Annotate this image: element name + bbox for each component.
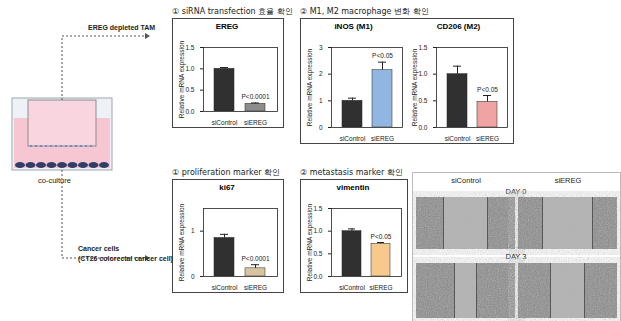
html-text:co-culture: co-culture — [38, 176, 71, 185]
svg-text:siEREG: siEREG — [369, 284, 392, 290]
svg-text:siEREG: siEREG — [244, 119, 267, 125]
svg-text:siEREG: siEREG — [476, 135, 499, 141]
svg-text:P<0.05: P<0.05 — [371, 233, 392, 240]
svg-text:DAY 3: DAY 3 — [506, 252, 527, 261]
svg-text:siControl: siControl — [445, 135, 471, 141]
svg-text:siEREG: siEREG — [555, 176, 582, 185]
svg-text:1.5: 1.5 — [418, 44, 427, 51]
svg-text:0.5: 0.5 — [418, 97, 427, 104]
html-text:ki67: ki67 — [219, 183, 235, 192]
svg-text:0.0: 0.0 — [185, 108, 194, 115]
svg-text:Relative mRNA expression: Relative mRNA expression — [306, 203, 314, 281]
html-text:Cancer cells: Cancer cells — [78, 245, 120, 252]
svg-text:1.0: 1.0 — [313, 227, 322, 234]
svg-text:Relative mRNA expression: Relative mRNA expression — [178, 203, 186, 281]
svg-text:P<0.05: P<0.05 — [372, 52, 393, 59]
svg-text:3: 3 — [319, 44, 323, 51]
html-text:① siRNA transfection 효율 확인: ① siRNA transfection 효율 확인 — [172, 7, 293, 16]
svg-text:2: 2 — [319, 70, 323, 77]
svg-text:0.5: 0.5 — [185, 86, 194, 93]
svg-text:Relative mRNA expression: Relative mRNA expression — [178, 40, 186, 118]
svg-text:1.5: 1.5 — [185, 44, 194, 51]
html-text:EREG depleted TAM: EREG depleted TAM — [88, 24, 156, 31]
html-text:EREG: EREG — [215, 22, 239, 31]
svg-text:DAY 0: DAY 0 — [506, 187, 527, 196]
svg-text:siControl: siControl — [212, 119, 238, 125]
svg-text:0.5: 0.5 — [313, 250, 322, 257]
svg-text:siEREG: siEREG — [371, 135, 394, 141]
svg-text:0: 0 — [319, 124, 323, 131]
html-text:vimentin: vimentin — [336, 183, 370, 192]
svg-text:1.0: 1.0 — [418, 70, 427, 77]
svg-text:P<0.0001: P<0.0001 — [241, 255, 269, 262]
svg-text:0: 0 — [191, 273, 195, 280]
html-text:iNOS (M1): iNOS (M1) — [334, 22, 373, 31]
svg-text:P<0.05: P<0.05 — [477, 86, 498, 93]
svg-text:1.0: 1.0 — [185, 65, 194, 72]
svg-text:Relative mRNA expression: Relative mRNA expression — [411, 48, 419, 126]
svg-text:siControl: siControl — [212, 284, 238, 290]
svg-text:1: 1 — [319, 97, 323, 104]
svg-text:siControl: siControl — [451, 176, 481, 185]
svg-text:siControl: siControl — [340, 135, 366, 141]
svg-text:P<0.0001: P<0.0001 — [241, 93, 269, 100]
svg-text:Relative mRNA expression: Relative mRNA expression — [306, 48, 314, 126]
html-text:(CT26 colorectal cancer cell): (CT26 colorectal cancer cell) — [78, 255, 173, 262]
html-text:CD206 (M2): CD206 (M2) — [436, 22, 481, 31]
svg-text:1.5: 1.5 — [313, 205, 322, 212]
html-text:② metastasis marker 확인: ② metastasis marker 확인 — [300, 168, 403, 177]
svg-text:siEREG: siEREG — [244, 284, 267, 290]
html-text:① proliferation marker 확인: ① proliferation marker 확인 — [172, 168, 281, 177]
svg-text:0.0: 0.0 — [313, 273, 322, 280]
html-text:② M1, M2 macrophage 변화 확인: ② M1, M2 macrophage 변화 확인 — [300, 7, 429, 16]
svg-text:0.0: 0.0 — [418, 124, 427, 131]
svg-text:siControl: siControl — [339, 284, 365, 290]
svg-text:1: 1 — [191, 227, 195, 234]
